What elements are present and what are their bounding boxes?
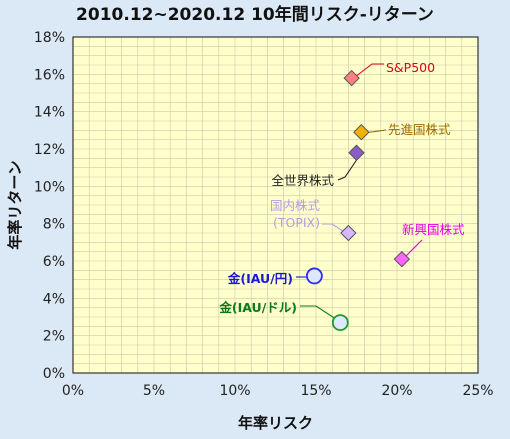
data-point-circle	[305, 267, 323, 285]
y-tick-label: 4%	[43, 291, 65, 307]
data-label-line: 国内株式	[270, 198, 321, 213]
data-label-line: (TOPIX)	[273, 215, 320, 230]
data-label-line: S&P500	[386, 60, 435, 75]
y-tick-label: 14%	[34, 105, 65, 121]
x-tick-label: 25%	[462, 383, 493, 399]
x-tick-label: 5%	[143, 383, 165, 399]
y-tick-label: 0%	[43, 366, 65, 382]
plot-frame	[72, 36, 479, 374]
y-tick-label: 12%	[34, 142, 65, 158]
y-tick-label: 8%	[43, 217, 65, 233]
leader-line	[337, 154, 361, 181]
x-tick-label: 15%	[300, 383, 331, 399]
data-label: 金(IAU/円)	[227, 271, 293, 286]
data-point-diamond	[353, 123, 370, 141]
x-tick-label: 0%	[62, 383, 84, 399]
data-label-line: 金(IAU/円)	[227, 271, 293, 286]
leader-line	[300, 305, 343, 324]
data-label: S&P500	[386, 60, 435, 75]
data-label-line: 全世界株式	[271, 173, 334, 188]
y-tick-label: 6%	[43, 254, 65, 270]
data-label: 先進国株式	[388, 122, 451, 137]
x-axis-title: 年率リスク	[238, 414, 313, 432]
data-label: 新興国株式	[402, 222, 465, 237]
x-tick-label: 10%	[219, 383, 250, 399]
data-label-line: 先進国株式	[388, 122, 451, 137]
data-label: 国内株式 (TOPIX)	[270, 198, 321, 230]
data-point-circle	[331, 314, 349, 332]
y-tick-label: 18%	[34, 30, 65, 46]
data-point-diamond	[393, 250, 411, 268]
data-label: 全世界株式	[271, 173, 334, 188]
data-point-diamond	[343, 69, 360, 87]
y-tick-label: 2%	[43, 329, 65, 345]
data-point-diamond	[348, 144, 365, 161]
chart-title: 2010.12~2020.12 10年間リスク-リターン	[76, 4, 434, 25]
y-axis-title: 年率リターン	[6, 160, 24, 249]
leader-line	[354, 63, 384, 78]
grid-minor	[73, 37, 478, 373]
y-tick-label: 16%	[34, 67, 65, 83]
data-label-line: 金(IAU/ドル)	[218, 300, 297, 315]
data-point-diamond	[340, 224, 357, 242]
y-tick-label: 10%	[34, 179, 65, 195]
data-label: 金(IAU/ドル)	[218, 300, 297, 315]
data-label-line: 新興国株式	[402, 222, 465, 237]
x-tick-label: 20%	[381, 383, 412, 399]
